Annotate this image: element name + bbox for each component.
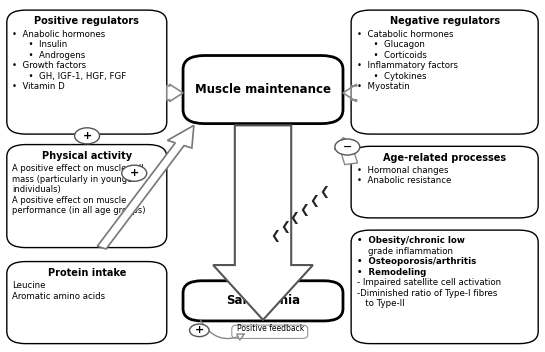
Polygon shape bbox=[167, 84, 183, 102]
Text: •  Remodeling: • Remodeling bbox=[356, 268, 426, 277]
Circle shape bbox=[335, 139, 360, 155]
Circle shape bbox=[122, 165, 147, 181]
Text: Protein intake: Protein intake bbox=[47, 268, 126, 278]
Text: ❮: ❮ bbox=[280, 220, 290, 233]
Polygon shape bbox=[343, 84, 356, 102]
Text: +: + bbox=[82, 131, 92, 141]
Text: Negative regulators: Negative regulators bbox=[390, 17, 500, 26]
Text: ❮: ❮ bbox=[270, 229, 280, 242]
Text: •  Vitamin D: • Vitamin D bbox=[12, 82, 65, 91]
Polygon shape bbox=[98, 125, 194, 249]
Text: •  Anabolic resistance: • Anabolic resistance bbox=[356, 176, 451, 186]
FancyBboxPatch shape bbox=[183, 281, 343, 321]
Text: performance (in all age groups): performance (in all age groups) bbox=[12, 206, 146, 215]
Polygon shape bbox=[213, 125, 313, 320]
Text: A positive effect on muscle: A positive effect on muscle bbox=[12, 196, 126, 205]
FancyBboxPatch shape bbox=[7, 145, 167, 247]
Text: •  Anabolic hormones: • Anabolic hormones bbox=[12, 30, 106, 39]
Text: individuals): individuals) bbox=[12, 185, 61, 194]
Text: ❮: ❮ bbox=[319, 185, 329, 198]
Text: to Type-II: to Type-II bbox=[356, 299, 404, 308]
FancyBboxPatch shape bbox=[351, 146, 538, 218]
Text: •  GH, IGF-1, HGF, FGF: • GH, IGF-1, HGF, FGF bbox=[12, 71, 126, 81]
Text: +: + bbox=[195, 325, 204, 335]
FancyBboxPatch shape bbox=[351, 230, 538, 344]
Text: •  Cytokines: • Cytokines bbox=[356, 71, 426, 81]
Polygon shape bbox=[335, 138, 358, 165]
Text: ❮: ❮ bbox=[300, 203, 310, 216]
Text: Sarcopenia: Sarcopenia bbox=[226, 294, 300, 307]
FancyBboxPatch shape bbox=[183, 56, 343, 124]
Text: Physical activity: Physical activity bbox=[42, 151, 132, 161]
Text: •  Androgens: • Androgens bbox=[12, 51, 86, 59]
Text: -Diminished ratio of Type-I fibres: -Diminished ratio of Type-I fibres bbox=[356, 289, 497, 298]
Text: +: + bbox=[130, 168, 139, 178]
Text: mass (particularly in younger: mass (particularly in younger bbox=[12, 175, 136, 184]
FancyBboxPatch shape bbox=[351, 10, 538, 134]
FancyBboxPatch shape bbox=[232, 325, 308, 338]
Text: Leucine: Leucine bbox=[12, 281, 46, 290]
Text: •  Corticoids: • Corticoids bbox=[356, 51, 426, 59]
Text: •  Catabolic hormones: • Catabolic hormones bbox=[356, 30, 453, 39]
Circle shape bbox=[190, 324, 209, 337]
FancyBboxPatch shape bbox=[7, 10, 167, 134]
Text: •  Insulin: • Insulin bbox=[12, 40, 68, 49]
Text: ❮: ❮ bbox=[310, 194, 319, 207]
Text: Aromatic amino acids: Aromatic amino acids bbox=[12, 291, 105, 301]
Text: •  Inflammatory factors: • Inflammatory factors bbox=[356, 61, 458, 70]
Text: grade inflammation: grade inflammation bbox=[356, 247, 452, 256]
Text: −: − bbox=[343, 142, 352, 152]
Text: •  Glucagon: • Glucagon bbox=[356, 40, 425, 49]
Text: Positive regulators: Positive regulators bbox=[34, 17, 139, 26]
Text: - Impaired satellite cell activation: - Impaired satellite cell activation bbox=[356, 278, 501, 287]
Text: •  Hormonal changes: • Hormonal changes bbox=[356, 166, 448, 175]
Text: •  Osteoporosis/arthritis: • Osteoporosis/arthritis bbox=[356, 257, 476, 266]
Text: •  Growth factors: • Growth factors bbox=[12, 61, 86, 70]
FancyBboxPatch shape bbox=[7, 262, 167, 344]
Text: •  Obesity/chronic low: • Obesity/chronic low bbox=[356, 237, 464, 245]
Text: A positive effect on muscle cell: A positive effect on muscle cell bbox=[12, 164, 144, 173]
Text: •  Myostatin: • Myostatin bbox=[356, 82, 409, 91]
Text: Positive feedback: Positive feedback bbox=[237, 324, 305, 333]
Text: ❮: ❮ bbox=[290, 212, 300, 225]
Text: Muscle maintenance: Muscle maintenance bbox=[195, 83, 331, 96]
Text: Age-related processes: Age-related processes bbox=[383, 153, 506, 163]
Circle shape bbox=[75, 128, 100, 144]
